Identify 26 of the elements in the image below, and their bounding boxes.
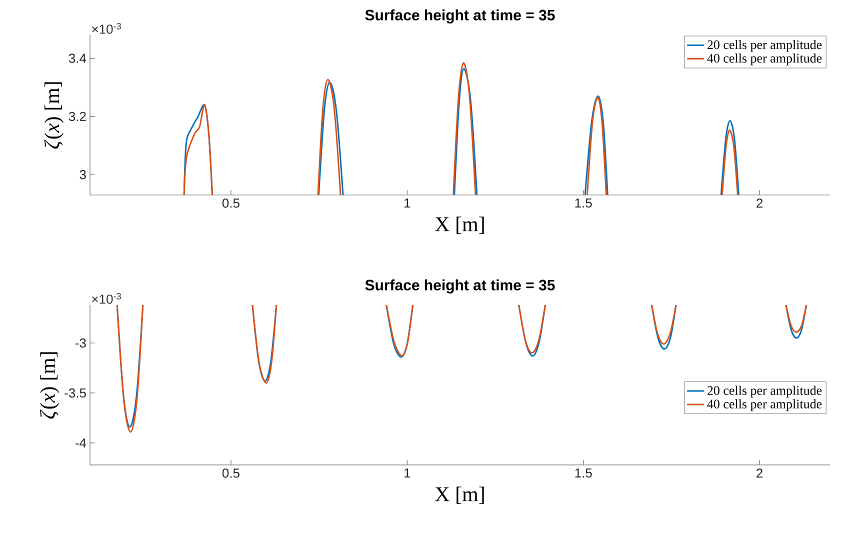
x-tick-label: 2 (756, 198, 762, 208)
x-tick-label: 1.5 (575, 468, 592, 478)
x-tick-label: 0.5 (222, 198, 240, 208)
legend-label: 40 cells per amplitude (707, 399, 822, 412)
y-tick-label: 3.4 (68, 54, 86, 63)
x-tick-label: 1 (404, 468, 410, 478)
chart-title: Surface height at time = 35 (365, 279, 555, 294)
y-tick-label: -3 (76, 338, 86, 348)
legend-label: 40 cells per amplitude (707, 54, 822, 66)
legend-label: 20 cells per amplitude (708, 386, 822, 398)
chart-title: Surface height at time = 35 (365, 9, 555, 24)
x-tick-label: 1.5 (575, 198, 592, 208)
y-tick-label: -3.5 (64, 388, 86, 398)
y-axis-title: ζ(x) [m] (44, 82, 64, 149)
x-tick-label: 2 (756, 468, 762, 478)
y-tick-label: -4 (76, 438, 86, 448)
text: ×10$^{-3}$ (92, 22, 121, 34)
x-axis-title: X [m] (435, 486, 484, 504)
y-tick-label: 3 (80, 170, 86, 180)
x-tick-label: 0.5 (222, 468, 240, 478)
x-axis-title: X [m] (435, 216, 484, 234)
x-tick-label: 1 (404, 198, 410, 208)
y-tick-label: 3.2 (68, 112, 86, 122)
legend-label: 20 cells per amplitude (708, 40, 822, 52)
y-axis-title: ζ(x) [m] (40, 352, 60, 419)
text: ×10$^{-3}$ (92, 292, 121, 304)
